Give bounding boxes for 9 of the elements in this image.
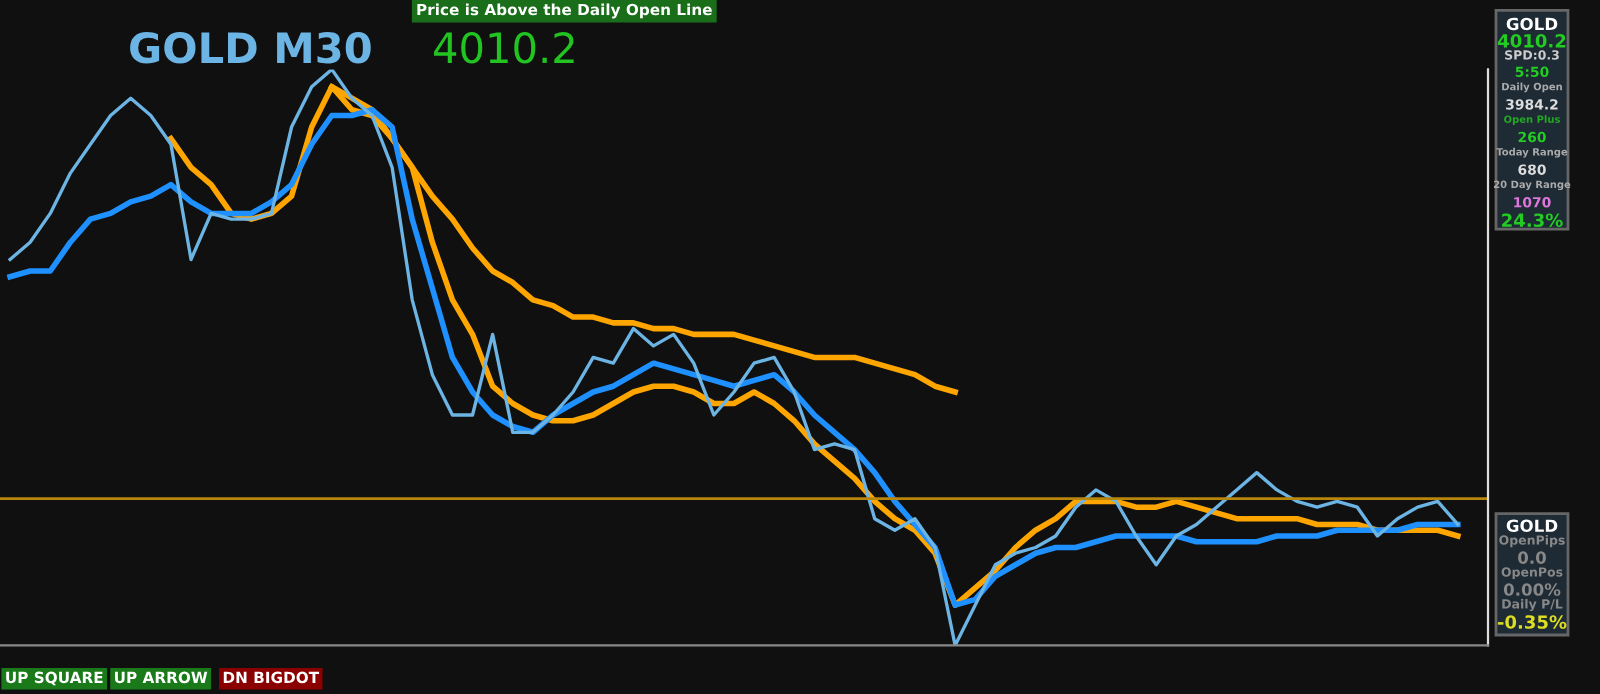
text: -0.35% <box>1497 615 1567 629</box>
text: 4010.2 <box>1497 33 1566 48</box>
text: 24.3% <box>1502 213 1563 228</box>
chart-title: GOLD M30 <box>130 31 371 64</box>
text: GOLD <box>1506 17 1558 31</box>
text: 0.00% <box>1503 583 1561 596</box>
text: 0.0 <box>1518 551 1546 564</box>
chart-subtitle: 4010.2 <box>434 31 574 64</box>
text: GOLD <box>1506 519 1558 533</box>
